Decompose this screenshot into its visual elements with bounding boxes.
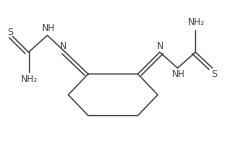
Text: S: S — [8, 28, 14, 37]
Text: N: N — [59, 42, 66, 51]
Text: N: N — [156, 42, 163, 51]
Text: S: S — [212, 70, 217, 79]
Text: NH₂: NH₂ — [187, 18, 204, 27]
Text: NH: NH — [41, 24, 54, 33]
Text: NH: NH — [171, 70, 184, 79]
Text: NH₂: NH₂ — [20, 75, 37, 84]
